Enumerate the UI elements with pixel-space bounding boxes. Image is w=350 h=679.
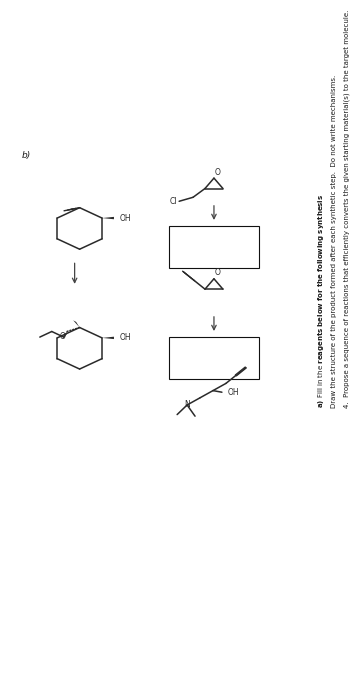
Text: $\mathbf{a)}$ Fill in the $\mathbf{reagents}$ $\mathbf{below}$ $\mathbf{for}$ $\: $\mathbf{a)}$ Fill in the $\mathbf{reage…: [316, 194, 327, 408]
Text: OH: OH: [120, 333, 132, 342]
Polygon shape: [73, 320, 79, 327]
Text: 4.  Propose a sequence of reactions that efficiently converts the given starting: 4. Propose a sequence of reactions that …: [343, 10, 350, 408]
Polygon shape: [102, 217, 114, 219]
Text: OH: OH: [120, 214, 132, 223]
Text: OH: OH: [228, 388, 239, 397]
Polygon shape: [102, 337, 114, 339]
Text: Draw the structure of the product formed after each synthetic step.  Do not writ: Draw the structure of the product formed…: [331, 75, 337, 408]
Text: Cl: Cl: [170, 197, 177, 206]
Text: O: O: [60, 332, 66, 342]
Text: N: N: [184, 401, 190, 409]
Bar: [169, 337, 259, 379]
Bar: [169, 226, 259, 268]
Text: O: O: [215, 268, 221, 277]
Text: O: O: [215, 168, 221, 177]
Text: b): b): [22, 151, 31, 160]
